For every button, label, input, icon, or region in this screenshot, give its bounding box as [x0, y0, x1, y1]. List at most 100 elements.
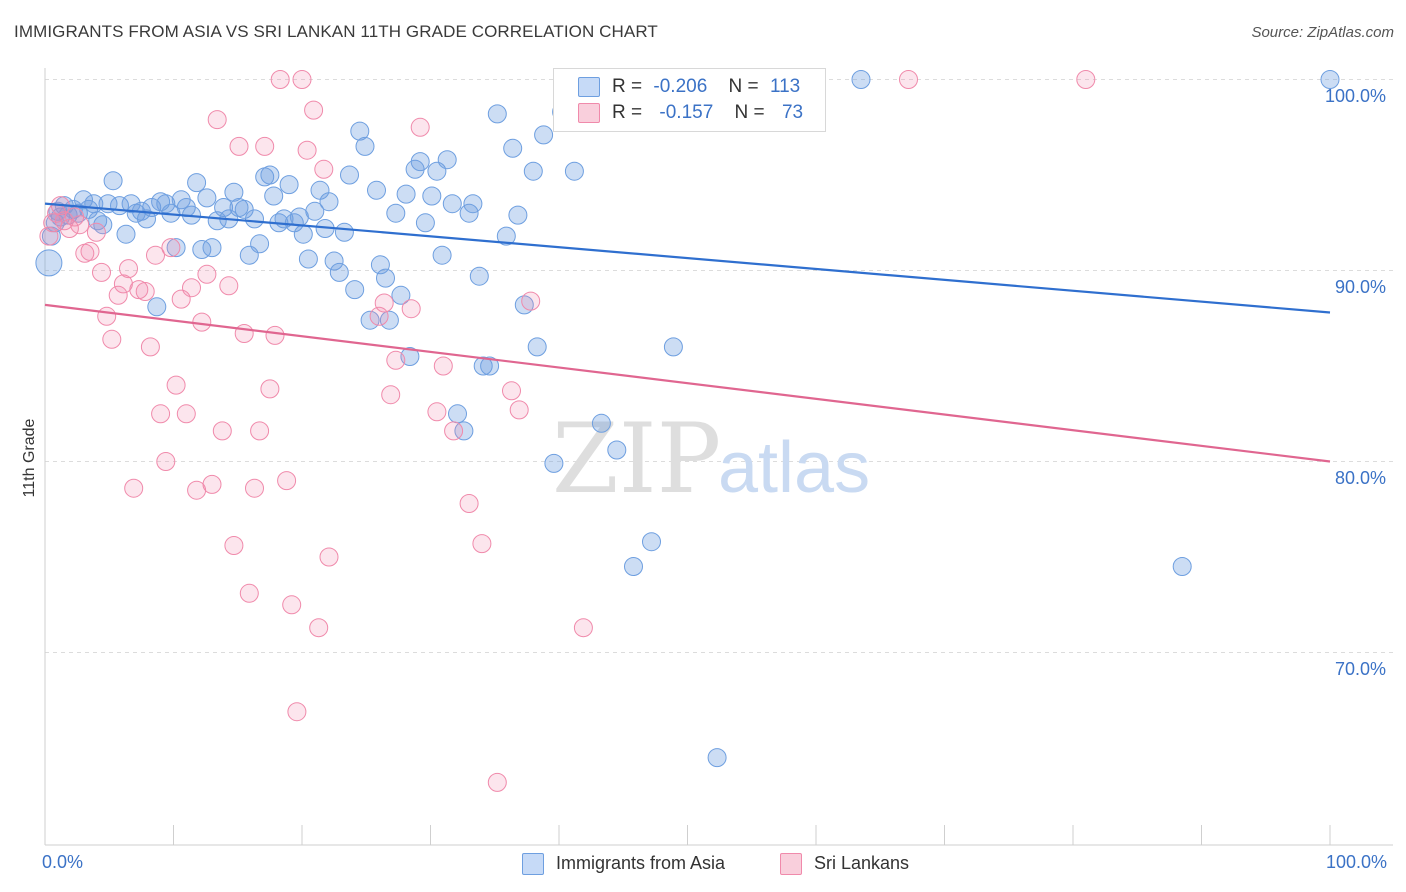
data-point — [410, 152, 430, 172]
data-point — [707, 748, 727, 768]
data-point — [166, 375, 186, 395]
data-point — [293, 224, 313, 244]
data-point — [282, 595, 302, 615]
data-point — [472, 534, 492, 554]
data-point — [350, 121, 370, 141]
data-point — [116, 224, 136, 244]
data-point — [437, 150, 457, 170]
legend-pink-r-label: R = — [612, 102, 643, 123]
y-tick-80: 80.0% — [1335, 468, 1387, 488]
data-point — [527, 337, 547, 357]
data-point — [234, 324, 254, 343]
data-point — [229, 136, 249, 156]
data-point — [202, 238, 222, 258]
data-point — [207, 110, 227, 130]
legend-pink-n-label: N = — [734, 102, 765, 123]
data-point — [374, 293, 394, 313]
data-point — [319, 547, 339, 567]
data-point — [224, 182, 244, 202]
legend-blue-r-value: -0.206 — [653, 76, 708, 97]
data-point — [386, 203, 406, 223]
data-point — [502, 381, 521, 401]
source-credit: Source: ZipAtlas.com — [1251, 24, 1394, 41]
data-point — [508, 205, 528, 225]
axes — [44, 68, 1393, 846]
data-point — [360, 310, 380, 330]
watermark-atlas: atlas — [718, 428, 870, 508]
y-tick-70: 70.0% — [1335, 659, 1387, 679]
data-point — [245, 478, 264, 498]
data-point — [124, 478, 144, 498]
data-point — [534, 125, 554, 145]
data-point — [197, 188, 217, 208]
data-point — [340, 165, 359, 185]
data-point — [239, 583, 259, 603]
legend-swatch-pink — [578, 103, 600, 123]
data-point — [224, 536, 244, 555]
data-point — [487, 104, 507, 124]
data-point — [334, 222, 354, 242]
data-point — [156, 194, 176, 214]
data-point — [523, 161, 543, 181]
data-point — [396, 184, 416, 204]
data-point — [146, 245, 165, 265]
data-point — [1076, 70, 1096, 89]
data-point — [161, 238, 181, 258]
data-point — [432, 245, 452, 265]
data-point — [442, 194, 462, 214]
data-point — [355, 136, 375, 156]
data-point — [219, 276, 239, 296]
data-point — [899, 70, 918, 89]
data-point — [43, 213, 63, 233]
legend-blue-n-label: N = — [728, 76, 759, 97]
trend-line-immigrants-from-asia — [44, 202, 1331, 314]
data-point — [250, 421, 270, 441]
data-point — [102, 329, 122, 349]
data-point — [92, 262, 111, 282]
data-point — [591, 413, 611, 433]
data-point — [487, 772, 507, 792]
data-point — [264, 186, 284, 206]
legend-swatch-blue — [578, 77, 600, 97]
y-tick-100: 100.0% — [1325, 86, 1387, 106]
data-point — [108, 285, 128, 305]
data-point — [121, 194, 141, 214]
correlation-legend: R = -0.206 N = 113 R = -0.157 N = 73 — [553, 68, 826, 132]
data-point — [187, 173, 207, 193]
data-point — [197, 264, 217, 284]
data-point — [329, 262, 349, 282]
data-point — [544, 453, 564, 473]
data-point — [463, 194, 483, 214]
data-point — [156, 452, 176, 471]
data-point — [376, 268, 395, 288]
data-point — [292, 70, 312, 89]
watermark-zip: ZIP — [552, 403, 721, 515]
chart-title: IMMIGRANTS FROM ASIA VS SRI LANKAN 11TH … — [14, 22, 658, 41]
data-point — [176, 404, 196, 424]
bottom-legend-label-blue: Immigrants from Asia — [556, 853, 726, 873]
data-point — [469, 266, 489, 286]
data-point — [298, 249, 318, 269]
data-point — [642, 532, 661, 552]
data-point — [514, 295, 534, 315]
data-point — [1172, 557, 1192, 576]
data-point — [304, 100, 324, 120]
data-point — [135, 282, 155, 301]
data-point — [367, 180, 386, 200]
trend-lines — [44, 202, 1331, 463]
data-point — [305, 201, 325, 221]
data-point — [260, 165, 280, 185]
data-point — [287, 702, 307, 722]
legend-pink-r-value: -0.157 — [659, 102, 714, 123]
data-point — [564, 161, 584, 181]
bottom-legend-swatch-blue — [522, 853, 544, 875]
data-point — [410, 117, 430, 137]
x-tick-left: 0.0% — [42, 852, 84, 872]
data-point — [433, 356, 453, 376]
bottom-legend-swatch-pink — [780, 853, 802, 875]
data-point — [401, 299, 421, 319]
data-point — [473, 356, 493, 376]
data-point — [297, 140, 317, 160]
data-point — [454, 421, 474, 441]
trend-line-sri-lankans — [44, 303, 1331, 463]
